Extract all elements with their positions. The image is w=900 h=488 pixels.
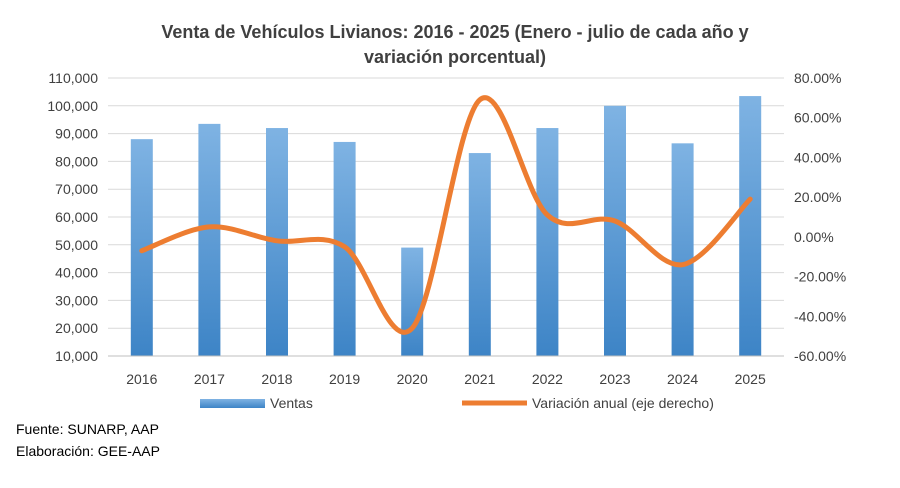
x-tick-label: 2016 [126,371,157,387]
variation-line [139,95,753,335]
y-right-tick-label: -20.00% [794,269,846,285]
x-tick-label: 2020 [397,371,428,387]
line-series [139,95,753,335]
bar-series [130,96,762,357]
legend-label-variacion: Variación anual (eje derecho) [532,395,714,411]
bar-2016 [130,139,153,356]
y-left-tick-label: 110,000 [48,70,98,86]
x-tick-label: 2017 [194,371,225,387]
y-left-tick-label: 70,000 [55,181,98,197]
source-note: Fuente: SUNARP, AAP [16,421,159,437]
y-right-tick-label: -60.00% [794,348,846,364]
chart-title-line1: Venta de Vehículos Livianos: 2016 - 2025… [161,22,748,42]
legend-swatch-ventas [200,399,265,408]
y-left-tick-label: 60,000 [55,209,98,225]
y-left-tick-label: 10,000 [55,348,98,364]
y-left-tick-label: 50,000 [55,237,98,253]
x-tick-label: 2023 [599,371,630,387]
y-left-tick-label: 80,000 [55,153,98,169]
chart-svg: Venta de Vehículos Livianos: 2016 - 2025… [47,22,846,411]
y-right-tick-label: 0.00% [794,229,834,245]
x-tick-label: 2022 [532,371,563,387]
legend: Ventas Variación anual (eje derecho) [200,395,714,411]
y-left-tick-label: 20,000 [55,320,98,336]
y-right-tick-label: 20.00% [794,189,841,205]
axes: 10,000 20,000 30,000 40,000 50,000 60,000 70,0… [47,70,846,387]
x-tick-label: 2018 [261,371,292,387]
chart-title-line2: variación porcentual) [364,47,546,67]
bar-2020 [401,247,424,356]
bar-2023 [604,105,626,356]
x-tick-label: 2025 [735,371,766,387]
bar-2022 [536,128,559,356]
y-left-tick-label: 30,000 [55,292,98,308]
y-left-tick-label: 100,000 [47,98,98,114]
legend-label-ventas: Ventas [270,395,313,411]
y-right-tick-label: -40.00% [794,308,846,324]
bar-2021 [468,153,491,356]
bar-2017 [198,123,221,357]
y-right-tick-label: 40.00% [794,149,841,165]
y-right-tick-label: 80.00% [794,70,841,86]
y-left-tick-label: 90,000 [55,126,98,142]
elaboration-note: Elaboración: GEE-AAP [16,443,160,459]
x-tick-label: 2019 [329,371,360,387]
bar-2025 [739,96,762,356]
y-left-tick-label: 40,000 [55,265,98,281]
bar-2024 [671,143,694,356]
x-tick-label: 2021 [464,371,495,387]
y-right-tick-label: 60.00% [794,110,841,126]
x-tick-label: 2024 [667,371,698,387]
